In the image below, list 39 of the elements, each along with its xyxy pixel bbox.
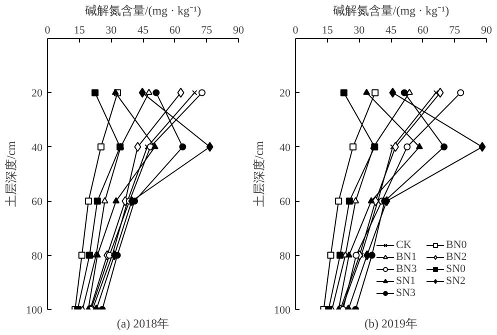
legend-label: BN0 — [446, 239, 468, 251]
x-tick-label: 0 — [292, 24, 299, 36]
x-tick-label: 15 — [322, 24, 334, 36]
x-tick-label: 0 — [44, 24, 51, 36]
x-tick-label: 90 — [233, 24, 244, 36]
legend-label: SN1 — [396, 275, 417, 287]
x-tick-label: 60 — [417, 24, 429, 36]
x-tick-label: 30 — [354, 24, 366, 36]
x-axis-title: 碱解氮含量/(mg · kg⁻¹) — [84, 4, 202, 18]
y-tick-label: 60 — [280, 196, 291, 208]
legend-label: CK — [396, 239, 412, 251]
y-tick-label: 60 — [32, 196, 43, 208]
x-tick-label: 60 — [169, 24, 181, 36]
x-tick-label: 75 — [449, 24, 461, 36]
legend-label: BN3 — [396, 263, 418, 275]
legend-label: SN0 — [446, 263, 467, 275]
text: (b) 2019年 — [364, 316, 418, 330]
y-tick-label: 40 — [280, 142, 291, 154]
y-axis-title: 土层深度/cm — [252, 140, 266, 207]
legend-label: BN1 — [396, 251, 418, 263]
x-tick-label: 15 — [74, 24, 86, 36]
y-tick-label: 80 — [32, 250, 43, 262]
y-tick-label: 100 — [274, 304, 291, 316]
x-tick-label: 45 — [386, 24, 397, 36]
y-tick-label: 20 — [280, 88, 291, 100]
y-tick-label: 40 — [32, 142, 43, 154]
text: (a) 2018年 — [116, 316, 170, 330]
legend-label: BN2 — [446, 251, 468, 263]
y-tick-label: 20 — [32, 88, 43, 100]
y-tick-label: 100 — [26, 304, 43, 316]
x-axis-title: 碱解氮含量/(mg · kg⁻¹) — [332, 4, 450, 18]
x-tick-label: 45 — [138, 24, 149, 36]
x-tick-label: 75 — [201, 24, 213, 36]
y-axis-title: 土层深度/cm — [4, 140, 18, 207]
x-tick-label: 30 — [106, 24, 118, 36]
x-tick-label: 90 — [481, 24, 492, 36]
y-tick-label: 80 — [280, 250, 291, 262]
legend-label: SN2 — [446, 275, 467, 287]
legend-label: SN3 — [396, 287, 417, 299]
